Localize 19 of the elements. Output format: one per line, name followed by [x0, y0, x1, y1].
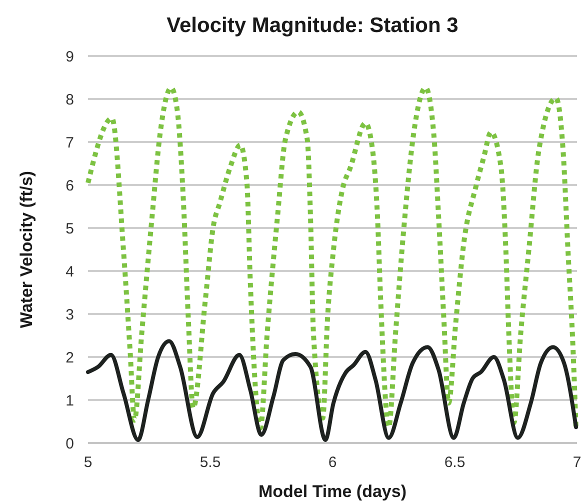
y-tick-label: 4 [66, 263, 74, 280]
y-tick-label: 8 [66, 91, 74, 108]
y-tick-label: 2 [66, 349, 74, 366]
y-tick-label: 0 [66, 435, 74, 452]
y-tick-label: 9 [66, 48, 74, 66]
chart-title: Velocity Magnitude: Station 3 [166, 14, 458, 37]
x-tick-label: 5 [84, 454, 92, 471]
x-tick-label: 6.5 [444, 454, 466, 471]
y-axis-title: Water Velocity (ft/s) [17, 170, 36, 328]
x-tick-label: 7 [572, 454, 582, 471]
y-tick-label: 7 [66, 134, 74, 152]
line-series [86, 339, 578, 442]
x-tick-label: 6 [328, 454, 337, 471]
x-axis-title: Model Time (days) [258, 482, 406, 501]
y-tick-label: 5 [66, 220, 74, 238]
y-tick-label: 6 [66, 177, 74, 194]
y-tick-label: 3 [66, 306, 74, 324]
y-tick-label: 1 [66, 392, 74, 410]
x-tick-label: 5.5 [200, 454, 221, 471]
